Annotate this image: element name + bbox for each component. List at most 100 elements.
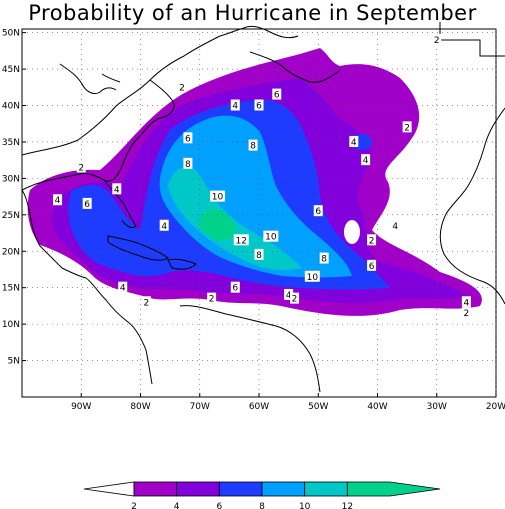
map-title: Probability of an Hurricane in September [28, 1, 477, 25]
contour-label: 10 [307, 273, 319, 283]
colorbar-label: 4 [174, 502, 180, 509]
contour-label: 2 [179, 83, 185, 93]
colorbar-segment [304, 481, 348, 497]
contour-label: 2 [369, 236, 375, 246]
colorbar-low-arrow [83, 481, 135, 497]
contour-label-bg [210, 190, 226, 202]
coastline-cuba [107, 235, 169, 261]
contour-label-bg [284, 288, 294, 300]
contour-label-bg [272, 88, 282, 100]
contour-label-bg [183, 157, 193, 169]
contour-hole-low [344, 220, 360, 244]
contour-label-bg [183, 132, 193, 144]
coastline-hispaniola [167, 258, 197, 270]
colorbar: 2 4 6 8 10 12 [83, 481, 441, 509]
coastline-gulf-mexico [21, 189, 153, 385]
colorbar-segment [218, 481, 263, 497]
contour-label-bg [207, 292, 217, 304]
contour-label-bg [118, 281, 128, 293]
contour-label: 4 [392, 222, 398, 232]
contour-label-bg [233, 234, 249, 246]
contour-label: 10 [212, 193, 224, 203]
coastline-great-lakes [59, 63, 121, 95]
contour-label: 8 [250, 142, 256, 152]
colorbar-label: 6 [216, 502, 222, 509]
lat-tick-label: 15N [2, 284, 20, 294]
lat-tick-label: 45N [2, 65, 20, 75]
lon-tick-label: 30W [427, 402, 447, 412]
contour-label: 4 [120, 284, 126, 294]
contour-label: 4 [55, 196, 61, 206]
contour-label-bg [390, 219, 400, 231]
contour-label-bg [254, 99, 264, 111]
contour-label-bg [290, 292, 300, 304]
coastline-south-america [179, 305, 321, 393]
contour-label-bg [313, 205, 323, 217]
contour-label: 4 [161, 222, 167, 232]
contour-label: 4 [286, 291, 292, 301]
lon-tick-label: 40W [367, 402, 387, 412]
contour-label: 2 [464, 309, 470, 319]
contour-label-bg [76, 161, 86, 173]
contour-label: 6 [274, 91, 280, 101]
contour-band-10 [168, 166, 302, 270]
contour-label: 2 [144, 298, 150, 308]
contour-label-bg [159, 219, 169, 231]
colorbar-segment [133, 481, 178, 497]
contour-label-bg [263, 230, 279, 242]
lat-tick-label: 40N [2, 102, 20, 112]
lat-tick-label: 30N [2, 174, 20, 184]
lon-tick-label: 70W [190, 402, 210, 412]
contour-label: 6 [315, 207, 321, 217]
contour-label-bg [367, 259, 377, 271]
contour-label-bg [461, 296, 471, 308]
coastlines [21, 22, 505, 393]
colorbar-high-arrow [346, 481, 441, 497]
colorbar-label: 8 [259, 502, 265, 509]
contour-label-bg [230, 281, 240, 293]
coastline-africa [439, 107, 505, 305]
contour-inner-high [79, 206, 106, 231]
contour-label-bg [319, 252, 329, 264]
contour-label: 6 [185, 134, 191, 144]
contour-label: 8 [321, 255, 327, 265]
contour-label: 6 [369, 262, 375, 272]
contour-label-bg [349, 135, 359, 147]
contour-label: 10 [265, 233, 277, 243]
contour-label: 4 [351, 138, 357, 148]
axis-ticks: 50N 45N 40N 35N 30N 25N 20N 15N 10N 5N 90W 80W 70W 60… [2, 29, 505, 412]
colorbar-segment [261, 481, 306, 497]
contour-label: 4 [114, 185, 120, 195]
contour-label: 12 [235, 236, 246, 246]
lon-tick-label: 20W [486, 402, 505, 412]
contour-label-bg [141, 296, 151, 308]
lat-tick-label: 25N [2, 211, 20, 221]
contour-label-bg [82, 197, 92, 209]
colorbar-label: 10 [299, 502, 311, 509]
contour-label: 2 [404, 123, 410, 133]
lat-tick-label: 10N [2, 320, 20, 330]
contour-label: 4 [363, 156, 369, 166]
contour-label-bg [254, 248, 264, 260]
contour-label-bg [402, 121, 412, 133]
contour-label: 2 [78, 163, 84, 173]
lon-tick-label: 90W [71, 402, 91, 412]
contour-fills [27, 48, 482, 316]
colorbar-label: 12 [342, 502, 353, 509]
contour-label-bg [361, 154, 371, 166]
contour-label: 6 [256, 102, 262, 112]
lat-tick-label: 20N [2, 247, 20, 257]
lon-tick-label: 80W [130, 402, 150, 412]
contour-label: 2 [292, 295, 298, 305]
contour-band-12 [199, 209, 237, 240]
lon-tick-label: 50W [308, 402, 328, 412]
graticule [22, 29, 497, 397]
contour-label-bg [177, 81, 187, 93]
contour-label-bg [112, 183, 122, 195]
contour-label-bg [367, 234, 377, 246]
contour-label-bg [461, 307, 471, 319]
contour-label: 2 [209, 295, 215, 305]
contour-label: 8 [185, 160, 191, 170]
